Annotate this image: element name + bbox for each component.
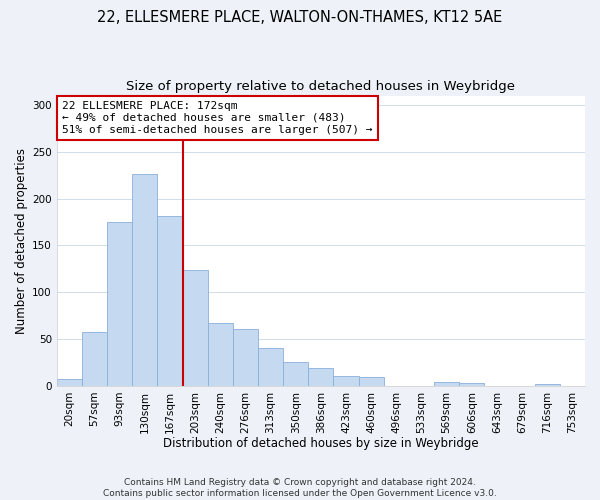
Bar: [434, 382, 459, 386]
Bar: [82, 332, 107, 386]
Y-axis label: Number of detached properties: Number of detached properties: [15, 148, 28, 334]
Bar: [308, 368, 334, 386]
Bar: [132, 174, 157, 386]
Text: Contains HM Land Registry data © Crown copyright and database right 2024.
Contai: Contains HM Land Registry data © Crown c…: [103, 478, 497, 498]
Bar: [182, 270, 208, 386]
Bar: [258, 348, 283, 386]
Text: 22 ELLESMERE PLACE: 172sqm
← 49% of detached houses are smaller (483)
51% of sem: 22 ELLESMERE PLACE: 172sqm ← 49% of deta…: [62, 102, 373, 134]
Bar: [157, 216, 182, 386]
Bar: [283, 362, 308, 386]
Bar: [57, 380, 82, 386]
Bar: [535, 384, 560, 386]
Bar: [107, 222, 132, 386]
Bar: [233, 328, 258, 386]
Bar: [359, 378, 384, 386]
Bar: [208, 323, 233, 386]
Title: Size of property relative to detached houses in Weybridge: Size of property relative to detached ho…: [127, 80, 515, 93]
Bar: [334, 376, 359, 386]
X-axis label: Distribution of detached houses by size in Weybridge: Distribution of detached houses by size …: [163, 437, 479, 450]
Text: 22, ELLESMERE PLACE, WALTON-ON-THAMES, KT12 5AE: 22, ELLESMERE PLACE, WALTON-ON-THAMES, K…: [97, 10, 503, 25]
Bar: [459, 383, 484, 386]
